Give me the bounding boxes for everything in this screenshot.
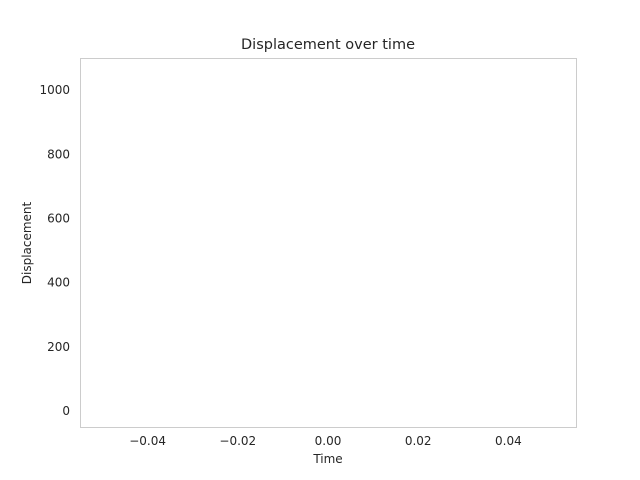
y-tick-labels: 0 200 400 600 800 1000 bbox=[39, 83, 70, 418]
x-tick-label: −0.02 bbox=[219, 434, 256, 448]
x-tick-labels: −0.04 −0.02 0.00 0.02 0.04 bbox=[129, 434, 522, 448]
chart-title: Displacement over time bbox=[241, 37, 415, 53]
x-tick-label: −0.04 bbox=[129, 434, 166, 448]
x-tick-label: 0.04 bbox=[495, 434, 522, 448]
plot-area bbox=[80, 58, 577, 428]
y-tick-label: 800 bbox=[47, 147, 70, 161]
y-tick-label: 0 bbox=[62, 404, 70, 418]
y-tick-label: 600 bbox=[47, 211, 70, 225]
y-tick-label: 200 bbox=[47, 340, 70, 354]
x-tick-label: 0.00 bbox=[315, 434, 342, 448]
y-tick-label: 1000 bbox=[39, 83, 70, 97]
y-tick-label: 400 bbox=[47, 276, 70, 290]
y-axis-label: Displacement bbox=[20, 201, 34, 284]
x-tick-label: 0.02 bbox=[405, 434, 432, 448]
x-axis-label: Time bbox=[312, 452, 342, 466]
